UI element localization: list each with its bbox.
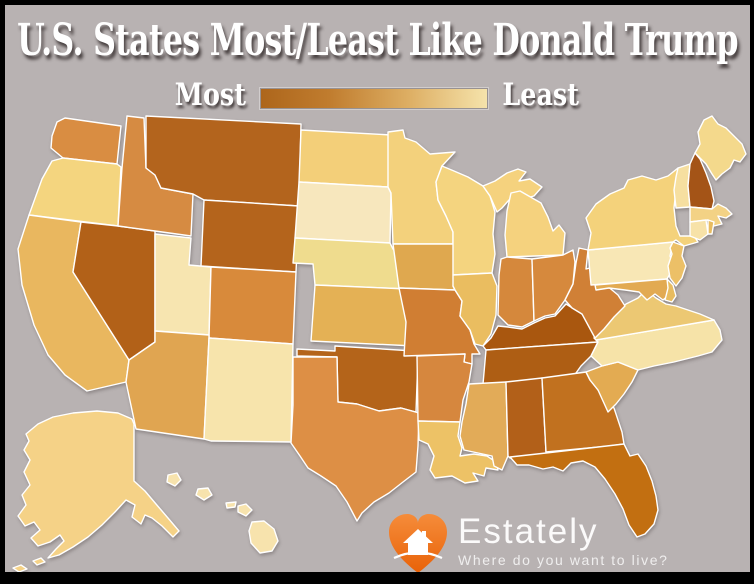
state-north-carolina bbox=[590, 319, 723, 371]
state-arizona bbox=[125, 330, 210, 440]
state-colorado bbox=[208, 266, 297, 345]
state-new-mexico bbox=[203, 337, 294, 443]
state-north-dakota bbox=[298, 129, 392, 188]
state-wisconsin bbox=[435, 165, 496, 276]
brand-name: Estately bbox=[458, 512, 599, 551]
state-illinois bbox=[452, 272, 498, 347]
state-new-jersey bbox=[667, 241, 687, 287]
state-nebraska bbox=[292, 237, 408, 290]
legend-most-label: Most bbox=[175, 77, 247, 113]
legend-least-label: Least bbox=[502, 77, 580, 113]
legend-gradient-bar bbox=[260, 87, 489, 109]
state-florida bbox=[509, 443, 659, 538]
state-alaska bbox=[12, 410, 180, 572]
page-title: U.S. States Most/Least Like Donald Trump bbox=[17, 15, 738, 66]
brand-tagline: Where do you want to live? bbox=[458, 552, 669, 568]
state-wyoming bbox=[200, 199, 300, 273]
state-texas bbox=[290, 356, 420, 522]
state-michigan-upper bbox=[482, 168, 543, 213]
state-connecticut bbox=[689, 219, 709, 241]
estately-logo: Estately Where do you want to live? bbox=[388, 512, 669, 572]
state-delaware bbox=[664, 278, 677, 303]
state-washington bbox=[50, 117, 122, 165]
state-kansas bbox=[310, 284, 415, 347]
state-louisiana bbox=[417, 420, 499, 484]
state-rhode-island bbox=[707, 219, 715, 235]
heart-house-icon bbox=[389, 514, 447, 572]
state-iowa bbox=[392, 243, 463, 291]
state-hawaii bbox=[166, 472, 279, 554]
state-south-dakota bbox=[294, 181, 392, 244]
us-choropleth-map bbox=[12, 115, 747, 572]
state-oregon bbox=[28, 157, 122, 227]
state-indiana bbox=[497, 256, 535, 328]
state-maine bbox=[694, 115, 747, 181]
state-michigan-lower bbox=[504, 190, 566, 258]
legend: Most Least bbox=[5, 77, 750, 113]
